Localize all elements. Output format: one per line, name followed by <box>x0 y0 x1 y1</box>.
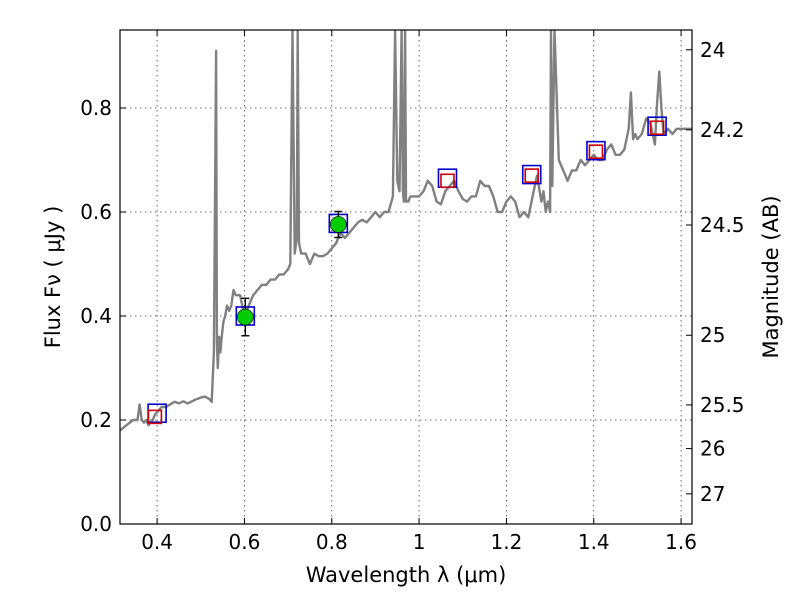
spectrum-series <box>120 30 692 432</box>
right-tick-label: 25 <box>700 323 725 347</box>
spectrum-line <box>120 30 692 432</box>
photometry-markers <box>147 116 667 425</box>
observed-square-marker <box>586 140 606 161</box>
model-square-marker <box>649 120 665 136</box>
data-point-circle <box>330 216 347 233</box>
y-axis-ticks: 0.0 0.2 0.4 0.6 0.8 <box>80 96 126 536</box>
right-tick-label: 26 <box>700 437 725 461</box>
x-tick-label: 1.2 <box>491 530 523 554</box>
model-square-marker <box>147 409 163 425</box>
x-tick-label: 1.4 <box>578 530 610 554</box>
x-axis-label: Wavelength λ (μm) <box>306 563 507 587</box>
y-tick-label: 0.6 <box>80 200 112 224</box>
y-tick-label: 0.4 <box>80 304 112 328</box>
x-tick-label: 0.4 <box>141 530 173 554</box>
model-square-marker <box>588 144 604 159</box>
observed-square-marker <box>521 164 542 185</box>
y-tick-label: 0.2 <box>80 408 112 432</box>
x-axis-ticks: 0.4 0.6 0.8 1 1.2 1.4 1.6 <box>141 30 697 554</box>
right-tick-label: 24.2 <box>700 118 745 142</box>
model-square-marker <box>440 173 455 189</box>
x-tick-label: 0.8 <box>316 530 348 554</box>
right-tick-label: 25.5 <box>700 393 745 417</box>
right-axis-label: Magnitude (AB) <box>759 195 783 358</box>
right-tick-label: 24.5 <box>700 213 745 237</box>
x-tick-label: 0.6 <box>229 530 261 554</box>
y-tick-label: 0.0 <box>80 512 112 536</box>
observed-square-marker <box>647 116 667 136</box>
data-point-circle <box>237 308 254 326</box>
x-tick-label: 1 <box>413 530 426 554</box>
model-square-marker <box>524 168 540 183</box>
x-tick-label: 1.6 <box>665 530 697 554</box>
y-axis-label: Flux Fν ( μJy ) <box>41 206 65 349</box>
plot-frame <box>119 29 693 525</box>
right-axis-ticks: 24 24.2 24.5 25 25.5 26 27 <box>686 38 745 506</box>
right-tick-label: 24 <box>700 38 725 62</box>
y-tick-label: 0.8 <box>80 96 112 120</box>
right-tick-label: 27 <box>700 482 725 506</box>
